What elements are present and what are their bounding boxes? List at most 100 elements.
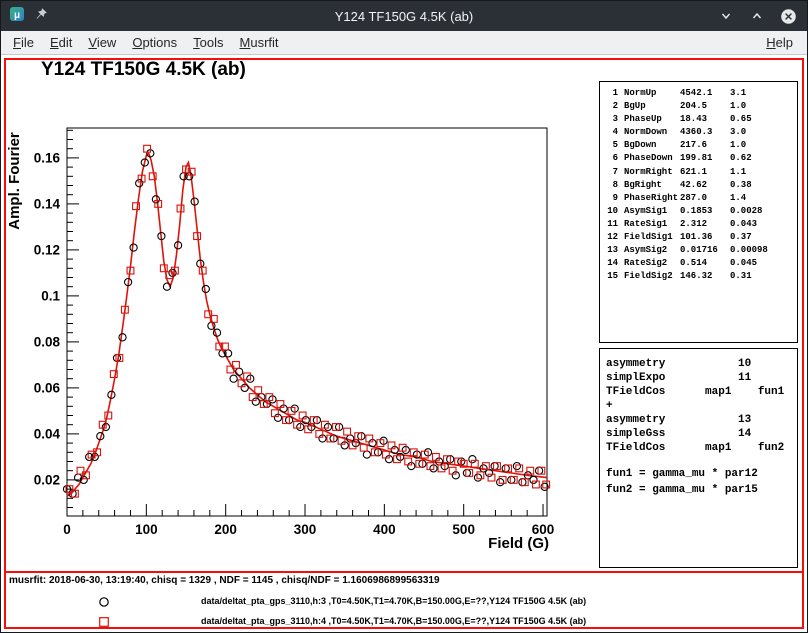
param-cell: 12 — [604, 231, 624, 244]
svg-text:300: 300 — [294, 522, 317, 537]
param-cell: PhaseRight — [624, 192, 680, 205]
function-text: fun1 = gamma_mu * par12 fun2 = gamma_mu … — [606, 467, 797, 498]
param-cell: 1 — [604, 87, 624, 100]
param-cell: 5 — [604, 139, 624, 152]
param-cell: 18.43 — [680, 113, 730, 126]
param-cell: FieldSig1 — [624, 231, 680, 244]
param-cell: 2.312 — [680, 218, 730, 231]
param-cell: 3.1 — [730, 87, 795, 100]
root-canvas[interactable]: Y124 TF150G 4.5K (ab) 010020030040050060… — [1, 55, 807, 632]
titlebar-right — [717, 7, 807, 25]
param-cell: 0.31 — [730, 270, 795, 283]
param-cell: 1.4 — [730, 192, 795, 205]
param-cell: 0.65 — [730, 113, 795, 126]
menu-file[interactable]: File — [5, 32, 42, 53]
theory-box: asymmetry 10 simplExpo 11 TFieldCos map1… — [599, 348, 798, 568]
fit-status: musrfit: 2018-06-30, 13:19:40, chisq = 1… — [9, 575, 440, 586]
svg-text:μ: μ — [14, 10, 20, 21]
svg-text:Ampl. Fourier: Ampl. Fourier — [6, 132, 23, 230]
svg-text:500: 500 — [452, 522, 475, 537]
param-cell: 1.1 — [730, 166, 795, 179]
legend-label: data/deltat_pta_gps_3110,h:3 ,T0=4.50K,T… — [201, 596, 586, 606]
param-cell: RateSig2 — [624, 257, 680, 270]
param-cell: 4542.1 — [680, 87, 730, 100]
svg-text:0.16: 0.16 — [34, 150, 61, 165]
param-cell: 4 — [604, 126, 624, 139]
legend-label: data/deltat_pta_gps_3110,h:4 ,T0=4.50K,T… — [201, 616, 586, 626]
param-cell: 199.81 — [680, 152, 730, 165]
param-cell: NormRight — [624, 166, 680, 179]
param-cell: 4360.3 — [680, 126, 730, 139]
param-cell: 1.0 — [730, 139, 795, 152]
param-cell: 3 — [604, 113, 624, 126]
param-cell: NormDown — [624, 126, 680, 139]
menubar-left: FileEditViewOptionsToolsMusrfit — [1, 32, 287, 53]
param-cell: PhaseDown — [624, 152, 680, 165]
param-cell: 9 — [604, 192, 624, 205]
parameter-table: 1NormUp4542.13.12BgUp204.51.03PhaseUp18.… — [600, 82, 797, 283]
param-cell: 2 — [604, 100, 624, 113]
param-cell: 0.1853 — [680, 205, 730, 218]
menu-help[interactable]: Help — [758, 32, 801, 53]
param-cell: 0.62 — [730, 152, 795, 165]
param-cell: FieldSig2 — [624, 270, 680, 283]
legend-row: data/deltat_pta_gps_3110,h:4 ,T0=4.50K,T… — [1, 612, 807, 632]
param-cell: 217.6 — [680, 139, 730, 152]
param-cell: BgUp — [624, 100, 680, 113]
menu-options[interactable]: Options — [124, 32, 185, 53]
param-cell: AsymSig2 — [624, 244, 680, 257]
svg-text:0.06: 0.06 — [34, 380, 61, 395]
param-cell: 11 — [604, 218, 624, 231]
svg-text:0.02: 0.02 — [34, 472, 60, 487]
theory-text: asymmetry 10 simplExpo 11 TFieldCos map1… — [606, 357, 797, 455]
param-cell: RateSig1 — [624, 218, 680, 231]
svg-text:0.04: 0.04 — [34, 426, 61, 441]
param-cell: NormUp — [624, 87, 680, 100]
svg-text:100: 100 — [135, 522, 158, 537]
legend: data/deltat_pta_gps_3110,h:3 ,T0=4.50K,T… — [1, 592, 807, 632]
svg-text:0.1: 0.1 — [41, 288, 60, 303]
param-cell: 0.37 — [730, 231, 795, 244]
pin-icon[interactable] — [34, 7, 48, 26]
param-cell: 6 — [604, 152, 624, 165]
param-cell: 621.1 — [680, 166, 730, 179]
app-icon: μ — [9, 6, 25, 27]
minimize-button[interactable] — [717, 7, 735, 25]
menubar: FileEditViewOptionsToolsMusrfit Help — [1, 31, 807, 55]
plot-svg[interactable]: 01002003004005006000.020.040.060.080.10.… — [3, 97, 583, 617]
param-cell: BgDown — [624, 139, 680, 152]
param-cell: 0.0028 — [730, 205, 795, 218]
param-cell: 0.00098 — [730, 244, 795, 257]
param-cell: 3.0 — [730, 126, 795, 139]
param-cell: 14 — [604, 257, 624, 270]
svg-text:0.08: 0.08 — [34, 334, 61, 349]
window-title: Y124 TF150G 4.5K (ab) — [1, 9, 807, 24]
legend-circle-marker — [97, 595, 111, 609]
close-button[interactable] — [779, 7, 797, 25]
svg-text:Field (G): Field (G) — [488, 535, 549, 552]
param-cell: 10 — [604, 205, 624, 218]
param-cell: 7 — [604, 166, 624, 179]
menubar-right: Help — [758, 32, 807, 53]
param-cell: AsymSig1 — [624, 205, 680, 218]
param-cell: 13 — [604, 244, 624, 257]
menu-edit[interactable]: Edit — [42, 32, 80, 53]
param-cell: 0.01716 — [680, 244, 730, 257]
menu-view[interactable]: View — [80, 32, 124, 53]
svg-text:400: 400 — [373, 522, 396, 537]
svg-text:0.14: 0.14 — [34, 196, 61, 211]
param-cell: 101.36 — [680, 231, 730, 244]
titlebar-left: μ — [1, 6, 48, 27]
menu-tools[interactable]: Tools — [185, 32, 231, 53]
param-cell: BgRight — [624, 179, 680, 192]
legend-square-marker — [97, 615, 111, 629]
param-cell: 42.62 — [680, 179, 730, 192]
maximize-button[interactable] — [748, 7, 766, 25]
param-cell: 146.32 — [680, 270, 730, 283]
plot-title: Y124 TF150G 4.5K (ab) — [41, 59, 246, 81]
parameter-box: 1NormUp4542.13.12BgUp204.51.03PhaseUp18.… — [599, 81, 798, 343]
titlebar: μ Y124 TF150G 4.5K (ab) — [1, 1, 807, 31]
param-cell: 287.0 — [680, 192, 730, 205]
param-cell: PhaseUp — [624, 113, 680, 126]
menu-musrfit[interactable]: Musrfit — [232, 32, 287, 53]
